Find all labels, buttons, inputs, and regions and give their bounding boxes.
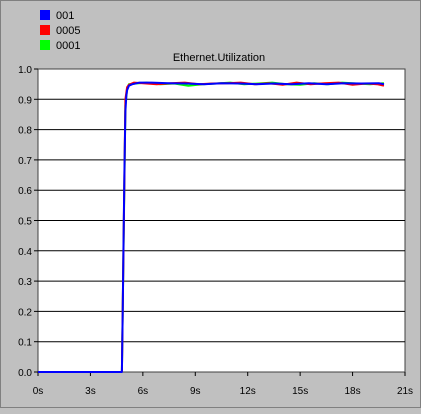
y-tick-label: 0.6 <box>18 186 32 197</box>
y-tick-label: 0.5 <box>18 217 32 228</box>
y-tick-label: 0.8 <box>18 126 32 137</box>
y-tick-label: 1.0 <box>18 65 32 76</box>
x-tick-label: 21s <box>397 386 413 397</box>
gridlines <box>38 98 405 343</box>
legend-label-0005: 0005 <box>56 25 80 37</box>
x-tick-label: 0s <box>33 386 44 397</box>
y-tick-label: 0.3 <box>18 277 32 288</box>
legend-label-0001: 0001 <box>56 40 80 52</box>
legend-label-001: 001 <box>56 10 74 22</box>
y-tick-label: 0.7 <box>18 156 32 167</box>
x-tick-label: 9s <box>190 386 201 397</box>
x-tick-label: 18s <box>345 386 361 397</box>
legend-swatch-0001 <box>40 40 50 50</box>
x-tick-label: 6s <box>138 386 149 397</box>
y-tick-label: 0.0 <box>18 368 32 379</box>
y-tick-label: 0.4 <box>18 247 32 258</box>
x-tick-label: 15s <box>292 386 308 397</box>
x-tick-label: 12s <box>240 386 256 397</box>
y-tick-label: 0.2 <box>18 307 32 318</box>
x-axis: 0s 3s 6s 9s 12s 15s 18s 21s <box>33 372 413 397</box>
y-tick-label: 0.1 <box>18 338 32 349</box>
chart-title: Ethernet.Utilization <box>173 52 265 64</box>
y-tick-label: 0.9 <box>18 95 32 106</box>
y-axis: 0.0 0.1 0.2 0.3 0.4 0.5 0.6 0.7 0.8 0.9 1.0 <box>18 65 38 379</box>
x-tick-label: 3s <box>85 386 96 397</box>
series-line-001 <box>38 81 385 373</box>
legend-swatch-0005 <box>40 25 50 35</box>
series-lines <box>38 81 385 373</box>
legend: 001 0005 0001 <box>40 10 80 52</box>
legend-swatch-001 <box>40 10 50 20</box>
